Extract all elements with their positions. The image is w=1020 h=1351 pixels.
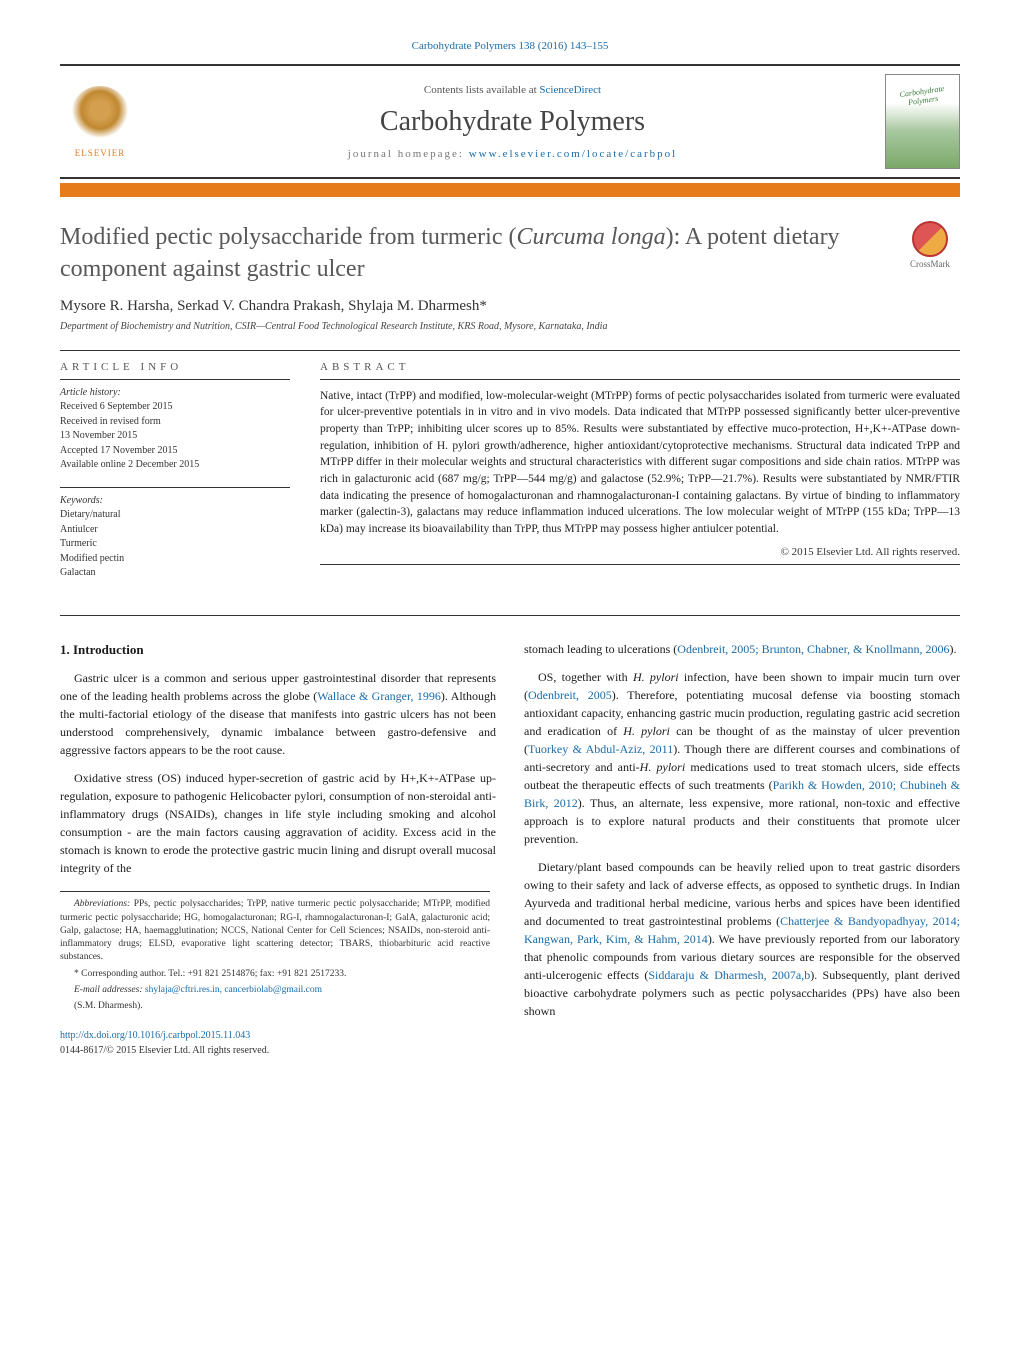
citation-link[interactable]: Odenbreit, 2005; Brunton, Chabner, & Kno… <box>677 642 949 656</box>
article-info-column: article info Article history: Received 6… <box>60 361 290 595</box>
elsevier-logo: ELSEVIER <box>60 77 140 167</box>
abstract-text: Native, intact (TrPP) and modified, low-… <box>320 379 960 538</box>
paragraph: Dietary/plant based compounds can be hea… <box>524 858 960 1020</box>
header-citation: Carbohydrate Polymers 138 (2016) 143–155 <box>60 40 960 52</box>
online-date: Available online 2 December 2015 <box>60 458 290 473</box>
doi-link[interactable]: http://dx.doi.org/10.1016/j.carbpol.2015… <box>60 1030 250 1041</box>
title-italic: Curcuma longa <box>516 224 665 250</box>
journal-homepage: journal homepage: www.elsevier.com/locat… <box>140 148 885 160</box>
article-title: Modified pectic polysaccharide from turm… <box>60 221 888 286</box>
authors: Mysore R. Harsha, Serkad V. Chandra Prak… <box>60 298 960 315</box>
revised-line2: 13 November 2015 <box>60 429 290 444</box>
crossmark-label: CrossMark <box>910 259 950 269</box>
mid-rule <box>60 615 960 616</box>
citation-link[interactable]: Siddaraju & Dharmesh, 2007a,b <box>648 968 810 982</box>
keyword: Antiulcer <box>60 523 290 538</box>
paragraph: stomach leading to ulcerations (Odenbrei… <box>524 640 960 658</box>
email-link[interactable]: shylaja@cftri.res.in, cancerbiolab@gmail… <box>143 985 322 995</box>
crossmark-badge[interactable]: CrossMark <box>900 221 960 269</box>
keyword: Modified pectin <box>60 552 290 567</box>
keywords-block: Keywords: Dietary/natural Antiulcer Turm… <box>60 487 290 581</box>
journal-title: Carbohydrate Polymers <box>140 106 885 138</box>
orange-accent-bar <box>60 183 960 197</box>
page-container: Carbohydrate Polymers 138 (2016) 143–155… <box>0 0 1020 1088</box>
title-row: Modified pectic polysaccharide from turm… <box>60 221 960 298</box>
info-label: article info <box>60 361 290 373</box>
title-part1: Modified pectic polysaccharide from turm… <box>60 224 516 250</box>
history-block: Article history: Received 6 September 20… <box>60 379 290 473</box>
journal-cover-thumb: Carbohydrate Polymers <box>885 74 960 169</box>
contents-line: Contents lists available at ScienceDirec… <box>140 84 885 96</box>
abstract-bottom-rule <box>320 564 960 565</box>
revised-line1: Received in revised form <box>60 415 290 430</box>
sciencedirect-link[interactable]: ScienceDirect <box>539 84 601 96</box>
keyword: Dietary/natural <box>60 508 290 523</box>
keyword: Galactan <box>60 566 290 581</box>
issn-copyright: 0144-8617/© 2015 Elsevier Ltd. All right… <box>60 1045 269 1056</box>
email-line: E-mail addresses: shylaja@cftri.res.in, … <box>60 984 490 997</box>
corresponding-author: * Corresponding author. Tel.: +91 821 25… <box>60 968 490 981</box>
elsevier-label: ELSEVIER <box>75 148 126 158</box>
footnotes: Abbreviations: PPs, pectic polysaccharid… <box>60 891 490 1013</box>
section-heading: 1. Introduction <box>60 640 496 660</box>
received-date: Received 6 September 2015 <box>60 400 290 415</box>
top-rule <box>60 350 960 351</box>
crossmark-icon <box>912 221 948 257</box>
journal-banner: ELSEVIER Contents lists available at Sci… <box>60 64 960 179</box>
citation-link[interactable]: Tuorkey & Abdul-Aziz, 2011 <box>528 742 673 756</box>
paragraph: Gastric ulcer is a common and serious up… <box>60 669 496 759</box>
cover-thumb-label: Carbohydrate Polymers <box>889 83 956 110</box>
info-abstract-row: article info Article history: Received 6… <box>60 361 960 595</box>
history-header: Article history: <box>60 386 290 401</box>
accepted-date: Accepted 17 November 2015 <box>60 444 290 459</box>
citation-link[interactable]: Wallace & Granger, 1996 <box>317 689 441 703</box>
paragraph: Oxidative stress (OS) induced hyper-secr… <box>60 769 496 877</box>
affiliation: Department of Biochemistry and Nutrition… <box>60 321 960 332</box>
abstract-column: abstract Native, intact (TrPP) and modif… <box>320 361 960 595</box>
abstract-copyright: © 2015 Elsevier Ltd. All rights reserved… <box>320 546 960 558</box>
contents-prefix: Contents lists available at <box>424 84 539 96</box>
homepage-link[interactable]: www.elsevier.com/locate/carbpol <box>469 148 678 160</box>
paragraph: OS, together with H. pylori infection, h… <box>524 668 960 848</box>
abstract-label: abstract <box>320 361 960 373</box>
body-columns: 1. Introduction Gastric ulcer is a commo… <box>60 640 960 1058</box>
banner-center: Contents lists available at ScienceDirec… <box>140 84 885 160</box>
keyword: Turmeric <box>60 537 290 552</box>
keywords-header: Keywords: <box>60 494 290 509</box>
homepage-prefix: journal homepage: <box>348 148 469 160</box>
doi-block: http://dx.doi.org/10.1016/j.carbpol.2015… <box>60 1028 496 1058</box>
abbreviations: Abbreviations: PPs, pectic polysaccharid… <box>60 898 490 964</box>
citation-link[interactable]: Odenbreit, 2005 <box>528 688 612 702</box>
email-attribution: (S.M. Dharmesh). <box>60 1000 490 1013</box>
elsevier-tree-icon <box>70 86 130 146</box>
